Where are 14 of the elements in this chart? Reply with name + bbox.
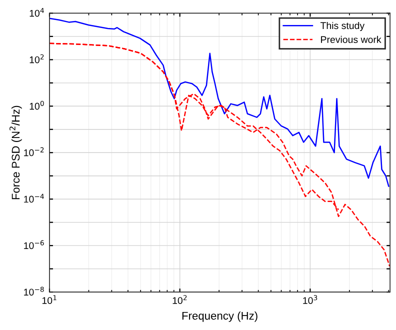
x-axis-title: Frequency (Hz) xyxy=(182,312,258,322)
x-tick-label: 10$^{2}$ xyxy=(172,295,187,304)
y-tick-label: 10$^{2}$ xyxy=(30,54,44,64)
legend-label: This study xyxy=(320,22,365,32)
y-axis-title: Force PSD (N$^{2}$/Hz) xyxy=(10,106,22,200)
y-tick-label: 10$^{−4}$ xyxy=(24,194,44,203)
y-tick-label: 10$^{0}$ xyxy=(30,100,44,110)
x-tick-label: 10$^{3}$ xyxy=(303,295,318,304)
y-tick-label: 10$^{−2}$ xyxy=(24,147,44,156)
y-tick-label: 10$^{−6}$ xyxy=(24,240,44,250)
x-tick-label: 10$^{1}$ xyxy=(42,295,56,304)
y-tick-label: 10$^{−8}$ xyxy=(24,286,44,296)
y-tick-label: 10$^{4}$ xyxy=(30,8,44,17)
legend-label: Previous work xyxy=(321,36,382,44)
